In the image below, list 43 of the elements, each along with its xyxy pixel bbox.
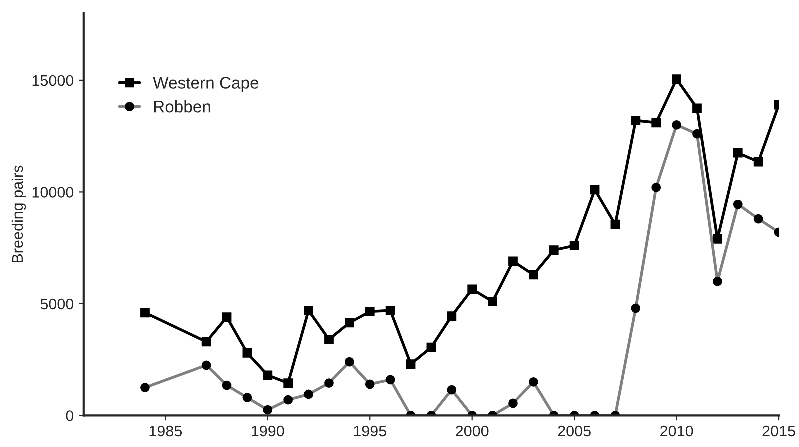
point [202, 337, 212, 347]
point [488, 297, 498, 306]
legend-label: Western Cape [153, 77, 259, 92]
point [508, 256, 518, 266]
x-tick-label: 1990 [252, 426, 284, 437]
legend-label: Robben [154, 100, 210, 113]
point [140, 308, 150, 318]
point [324, 335, 334, 344]
point [222, 312, 232, 322]
y-tick-label: 5000 [40, 298, 74, 310]
point [672, 74, 682, 84]
point [304, 306, 314, 316]
point [713, 234, 722, 244]
point [365, 307, 375, 316]
x-tick-label: 1995 [354, 426, 386, 437]
point [529, 270, 538, 280]
point [652, 118, 662, 128]
point [692, 104, 702, 114]
point [733, 148, 743, 158]
point [426, 342, 436, 352]
point [263, 370, 273, 380]
x-tick-label: 2000 [456, 426, 489, 437]
x-tick-label: 2015 [762, 426, 796, 437]
y-tick-label: 0 [66, 410, 74, 422]
point [590, 185, 600, 195]
point [631, 116, 641, 126]
point [386, 306, 396, 316]
point [344, 318, 354, 328]
point [754, 157, 764, 167]
point [284, 378, 294, 388]
x-tick-label: 1985 [150, 426, 182, 437]
point [610, 220, 620, 230]
y-tick-label: 10000 [32, 187, 74, 198]
point [406, 360, 416, 369]
point [447, 312, 457, 321]
point [242, 348, 252, 358]
point [549, 246, 559, 256]
y-tick-label: 15000 [32, 75, 74, 86]
x-tick-label: 2005 [558, 426, 591, 437]
y-axis-title: Breeding pairs [12, 166, 26, 263]
point [468, 284, 478, 294]
point [570, 241, 580, 251]
x-tick-label: 2010 [660, 426, 694, 437]
